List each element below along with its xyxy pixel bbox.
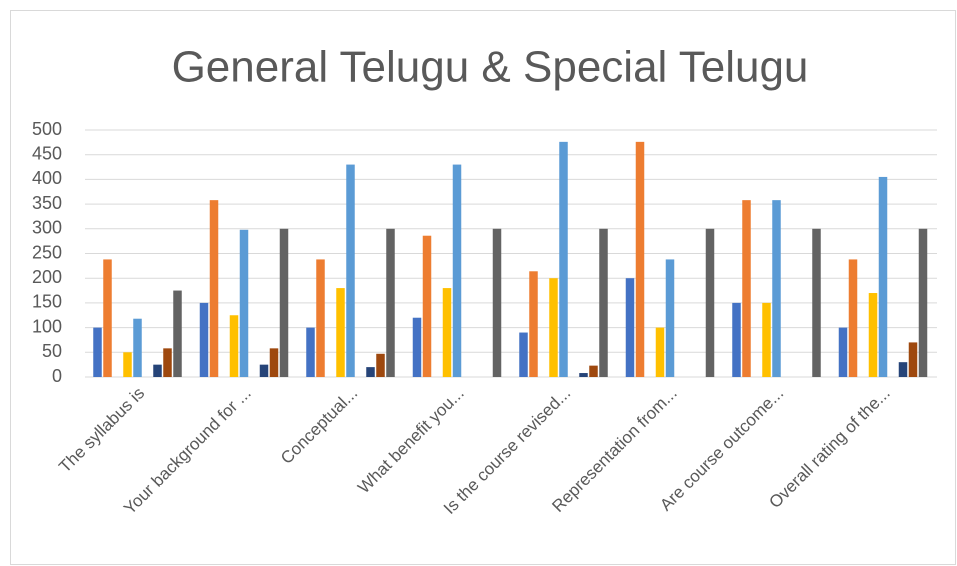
y-tick-label: 500 — [32, 119, 62, 139]
bar — [199, 302, 209, 377]
bar — [279, 228, 289, 377]
bar — [579, 373, 588, 377]
bar — [838, 327, 848, 377]
bar — [812, 228, 821, 377]
bar — [103, 259, 112, 377]
y-tick-label: 350 — [32, 193, 62, 213]
bar — [269, 348, 279, 377]
bar — [742, 200, 751, 377]
bar — [559, 141, 568, 377]
bar — [133, 318, 142, 377]
bar — [422, 235, 432, 377]
bar — [229, 315, 239, 377]
bar — [519, 332, 528, 377]
bar — [762, 302, 771, 377]
y-tick-label: 300 — [32, 218, 62, 238]
bar — [848, 259, 858, 377]
y-tick-label: 200 — [32, 267, 62, 287]
bar — [868, 293, 878, 377]
bar — [918, 228, 928, 377]
bar — [655, 327, 665, 377]
bar — [772, 200, 781, 377]
y-tick-label: 50 — [42, 341, 62, 361]
bar — [386, 228, 395, 377]
chart-title: General Telugu & Special Telugu — [172, 43, 809, 92]
bar — [625, 278, 635, 377]
bar — [599, 228, 608, 377]
chart-border — [10, 10, 956, 565]
bar — [93, 327, 102, 377]
bar — [259, 364, 269, 377]
bar — [732, 302, 741, 377]
bar — [123, 352, 132, 377]
y-tick-label: 450 — [32, 143, 62, 163]
bar — [412, 317, 422, 377]
bar — [452, 164, 462, 377]
bar — [878, 176, 888, 377]
bar — [316, 259, 325, 377]
bar — [549, 278, 558, 377]
bar — [173, 290, 182, 377]
bar — [635, 141, 645, 377]
bar — [705, 228, 715, 377]
bar — [336, 288, 345, 377]
bar — [346, 164, 355, 377]
bar — [529, 271, 538, 377]
bar — [153, 364, 162, 377]
y-tick-label: 250 — [32, 242, 62, 262]
bar — [376, 353, 385, 377]
bar — [163, 348, 172, 377]
bar — [442, 288, 452, 377]
bar — [898, 362, 908, 377]
bar — [665, 259, 675, 377]
bar — [589, 365, 598, 377]
y-tick-label: 100 — [32, 316, 62, 336]
y-tick-label: 400 — [32, 168, 62, 188]
bar — [239, 229, 249, 377]
bar — [908, 342, 918, 377]
bar — [366, 367, 375, 377]
y-tick-label: 0 — [52, 366, 62, 386]
y-tick-label: 150 — [32, 292, 62, 312]
bar — [492, 228, 502, 377]
bar — [306, 327, 315, 377]
bar — [209, 200, 219, 377]
